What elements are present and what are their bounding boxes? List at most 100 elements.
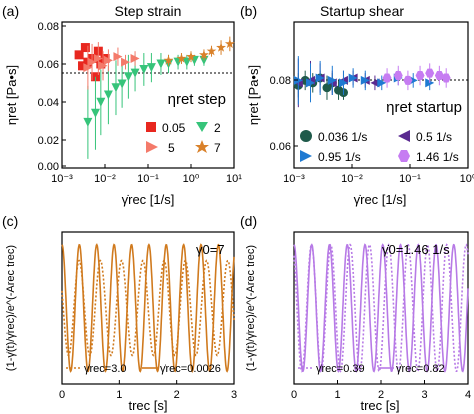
series-3-point: [121, 57, 131, 67]
panel-d-plot-area: [293, 243, 469, 373]
legend-marker-triangle-left: [398, 130, 410, 142]
series-3-point: [377, 78, 387, 88]
panel-a-letter: (a): [2, 3, 19, 19]
series-2-point: [123, 72, 133, 82]
series-4-point: [415, 71, 425, 81]
panel-b-letter: (b): [240, 3, 257, 19]
legend-marker-triangle-down: [196, 122, 208, 132]
panel-c: 0 1 2 3 (c) γ0=7 trec [s] (1-γ̇(t)/γ̇rec)/e…: [2, 213, 237, 413]
series-1-point: [78, 61, 88, 71]
series-4-point: [403, 75, 413, 85]
series-4-point: [425, 68, 435, 78]
series-4-point: [176, 53, 187, 63]
series-4-point: [441, 73, 451, 83]
x-tick-label: 3: [421, 389, 427, 401]
panel-a-y-ticks: 0.08 0.06 0.04 0.02 0.00: [38, 21, 66, 173]
x-tick-label: 10⁰: [183, 173, 200, 185]
series-3-point: [103, 55, 113, 65]
panel-c-plot-area: [61, 243, 235, 373]
x-tick-label: 10⁻¹: [137, 173, 159, 185]
x-tick-label: 10⁻²: [341, 173, 363, 185]
series-4-point: [206, 46, 217, 56]
series-3-point: [98, 61, 108, 71]
series-2-point: [90, 108, 100, 118]
series-2-line: [61, 243, 235, 373]
panel-b-y-ticks: 0.08 0.06: [270, 75, 298, 153]
y-tick-label: 0.06: [38, 59, 59, 71]
x-tick-label: 4: [465, 389, 471, 401]
series-2-point: [83, 117, 93, 127]
panel-a-plot-area: [74, 36, 235, 159]
series-3-point: [360, 75, 370, 85]
x-tick-label: 10⁻³: [51, 173, 73, 185]
series-2-point: [103, 90, 113, 100]
x-tick-label: 10¹: [226, 173, 242, 185]
legend-marker-square: [146, 122, 156, 132]
series-2-point: [370, 78, 380, 88]
panel-c-y-axis-label: (1-γ̇(t)/γ̇rec)/e^(-Arec trec): [5, 245, 17, 371]
panel-b-legend-label-2: 0.5 1/s: [416, 130, 452, 144]
series-2-point: [96, 97, 106, 107]
panel-d-legend: γ̇rec=0.39 γ̇rec=0.82: [298, 363, 445, 375]
y-tick-label: 0.00: [38, 161, 59, 173]
panel-b-legend: 0.036 1/s 0.5 1/s 0.95 1/s 1.46 1/s: [300, 130, 459, 164]
series-4-point: [199, 49, 209, 59]
panel-a-x-axis-label: γ̇rec [1/s]: [122, 192, 175, 207]
panel-a-legend-label-4: 7: [214, 141, 221, 155]
panel-a-legend-label-2: 2: [214, 121, 221, 135]
x-tick-label: 10⁻¹: [399, 173, 421, 185]
panel-c-x-axis-label: trec [s]: [128, 398, 167, 413]
series-4-point: [434, 71, 444, 81]
series-2-point: [146, 63, 156, 73]
x-tick-label: 1: [334, 389, 340, 401]
panel-c-letter: (c): [2, 213, 18, 229]
series-2-point: [111, 83, 121, 93]
panel-a-legend-label-1: 0.05: [162, 121, 186, 135]
series-4-point: [382, 73, 392, 83]
panel-a-title: Step strain: [115, 3, 182, 19]
panel-b-x-ticks: 10⁻³ 10⁻² 10⁻¹ 10⁰: [283, 164, 474, 185]
panel-d-annotation: γ̇0=1.46 1/s: [382, 242, 450, 257]
x-tick-label: 3: [231, 389, 237, 401]
panel-b: 10⁻³ 10⁻² 10⁻¹ 10⁰ 0.08 0.06 (b) Startup she…: [240, 3, 474, 207]
panel-b-title: Startup shear: [320, 3, 404, 19]
panel-c-frame: [61, 231, 235, 385]
series-3-point: [338, 78, 348, 88]
panel-c-legend-label-1: γ̇rec=3.0: [84, 363, 127, 375]
panel-b-annotation: ηret startup: [386, 99, 462, 116]
series-3-point: [315, 73, 325, 83]
panel-a-x-ticks: 10⁻³ 10⁻² 10⁻¹ 10⁰ 10¹: [51, 164, 242, 185]
panel-d-x-ticks: 0 1 2 3 4: [291, 380, 471, 401]
panel-b-legend-label-3: 0.95 1/s: [318, 150, 361, 164]
x-tick-label: 2: [378, 389, 384, 401]
legend-marker-star: [195, 140, 209, 153]
series-2-point: [139, 64, 149, 74]
series-3-point: [87, 57, 97, 67]
y-tick-label: 0.02: [38, 135, 59, 147]
series-3-point: [93, 54, 103, 63]
panel-a-legend: 0.05 2 5 7: [146, 121, 221, 155]
series-2-point: [117, 79, 127, 89]
panel-c-annotation: γ0=7: [196, 242, 225, 257]
panel-b-plot-area: [293, 56, 451, 108]
x-tick-label: 0: [59, 389, 65, 401]
series-2-point: [156, 59, 166, 69]
series-3-point: [327, 75, 337, 85]
x-tick-label: 10⁻³: [283, 173, 305, 185]
panel-b-legend-label-4: 1.46 1/s: [416, 150, 459, 164]
panel-c-legend: γ̇rec=3.0 γ̇rec=0.0026: [66, 363, 221, 375]
series-3-point: [348, 73, 358, 83]
panel-b-legend-label-1: 0.036 1/s: [318, 130, 367, 144]
series-1-point: [80, 43, 90, 53]
legend-marker-hexagon: [398, 150, 410, 162]
legend-marker-triangle-right: [146, 141, 158, 153]
x-tick-label: 0: [291, 389, 297, 401]
panel-c-legend-label-2: γ̇rec=0.0026: [160, 363, 221, 375]
panel-c-x-ticks: 0 1 2 3: [59, 380, 237, 401]
panel-d: 0 1 2 3 4 (d) γ̇0=1.46 1/s trec [s] (1-γ̇(t)…: [240, 213, 471, 413]
series-4-point: [186, 51, 196, 61]
series-2-point: [130, 68, 140, 78]
legend-marker-triangle-right: [300, 150, 312, 162]
series-4-point: [216, 42, 226, 52]
